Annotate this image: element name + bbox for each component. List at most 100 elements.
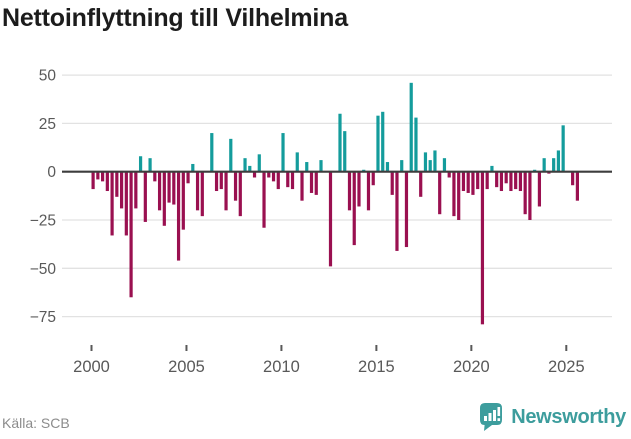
bar-negative (309, 171, 314, 193)
bar-positive (409, 82, 413, 172)
bar-negative (286, 171, 290, 188)
bar-negative (96, 171, 100, 180)
bar-negative (271, 171, 276, 182)
bar-negative (395, 171, 399, 251)
bar-positive (148, 158, 152, 172)
bar-negative (134, 171, 138, 209)
bar-negative (461, 171, 466, 192)
bar-negative (267, 171, 271, 178)
newsworthy-logo: Newsworthy (480, 403, 626, 431)
bar-negative (172, 171, 176, 205)
bar-negative (233, 171, 238, 201)
bar-positive (556, 150, 561, 172)
bar-negative (366, 171, 371, 211)
bar-positive (257, 154, 261, 172)
bar-positive (442, 158, 447, 172)
bar-positive (319, 160, 323, 172)
newsworthy-speech-bubble-bars-icon (480, 403, 503, 431)
chart-title: Nettoinflyttning till Vilhelmina (2, 4, 348, 32)
bar-negative (480, 171, 485, 325)
bar-negative (300, 171, 304, 201)
bar-negative (575, 171, 579, 201)
bar-negative (195, 171, 200, 211)
bar-positive (376, 115, 380, 172)
bar-negative (276, 171, 280, 190)
y-tick-label: −75 (30, 309, 56, 326)
bar-positive (385, 162, 390, 172)
bar-negative (476, 171, 480, 190)
bar-negative (290, 171, 295, 190)
bar-negative (328, 171, 333, 267)
bar-positive (138, 156, 143, 172)
bar-negative (347, 171, 352, 211)
bar-positive (490, 165, 494, 172)
bar-negative (447, 171, 451, 178)
bar-positive (561, 125, 565, 172)
bar-negative (119, 171, 124, 209)
bar-positive (423, 152, 428, 172)
bar-negative (214, 171, 219, 192)
bar-negative (176, 171, 181, 261)
bar-negative (404, 171, 409, 248)
bar-positive (229, 138, 233, 172)
bar-negative (91, 171, 95, 190)
bar-negative (537, 171, 542, 207)
bar-positive (433, 150, 437, 172)
bar-negative (523, 171, 527, 215)
bar-positive (343, 131, 347, 172)
bar-negative (124, 171, 128, 236)
x-tick-label: 2010 (263, 358, 300, 376)
bar-negative (162, 171, 166, 226)
bar-negative (105, 171, 109, 192)
bar-negative (238, 171, 242, 217)
bar-negative (200, 171, 204, 217)
bar-negative (181, 171, 185, 230)
bar-negative (504, 171, 508, 184)
x-tick-label: 2025 (548, 358, 585, 376)
bar-negative (157, 171, 162, 211)
bar-negative (438, 171, 442, 215)
bar-negative (371, 171, 375, 186)
bar-positive (191, 163, 195, 172)
newsworthy-logo-text: Newsworthy (511, 405, 626, 428)
bar-negative (518, 171, 523, 192)
bar-positive (281, 133, 285, 172)
bar-negative (219, 171, 223, 190)
bar-negative (252, 171, 257, 178)
bar-negative (153, 171, 157, 182)
bar-negative (352, 171, 356, 246)
bar-positive (542, 158, 546, 172)
bar-positive (248, 165, 252, 172)
bar-negative (485, 171, 489, 190)
bar-positive (381, 111, 385, 172)
bar-negative (357, 171, 361, 207)
x-tick-label: 2005 (168, 358, 205, 376)
bar-negative (499, 171, 504, 192)
y-tick-label: 0 (47, 164, 56, 181)
bar-negative (390, 171, 394, 195)
bar-negative (110, 171, 114, 236)
bar-negative (528, 171, 532, 220)
bar-negative (571, 171, 575, 186)
bar-negative (143, 171, 147, 222)
bar-negative (466, 171, 470, 193)
bar-negative (457, 171, 461, 220)
bar-negative (167, 171, 171, 203)
bar-positive (428, 160, 432, 172)
x-tick-label: 2000 (73, 358, 110, 376)
bar-positive (243, 158, 247, 172)
bar-negative (314, 171, 318, 195)
bar-negative (129, 171, 133, 298)
bar-negative (262, 171, 266, 228)
y-tick-label: −50 (30, 261, 57, 278)
bar-negative (100, 171, 105, 182)
bar-negative (224, 171, 228, 211)
y-tick-label: −25 (30, 213, 56, 230)
bar-positive (338, 113, 342, 172)
bar-negative (419, 171, 423, 197)
x-tick-label: 2020 (453, 358, 490, 376)
bar-negative (452, 171, 456, 217)
y-tick-label: 50 (39, 68, 57, 85)
bar-negative (115, 171, 119, 197)
